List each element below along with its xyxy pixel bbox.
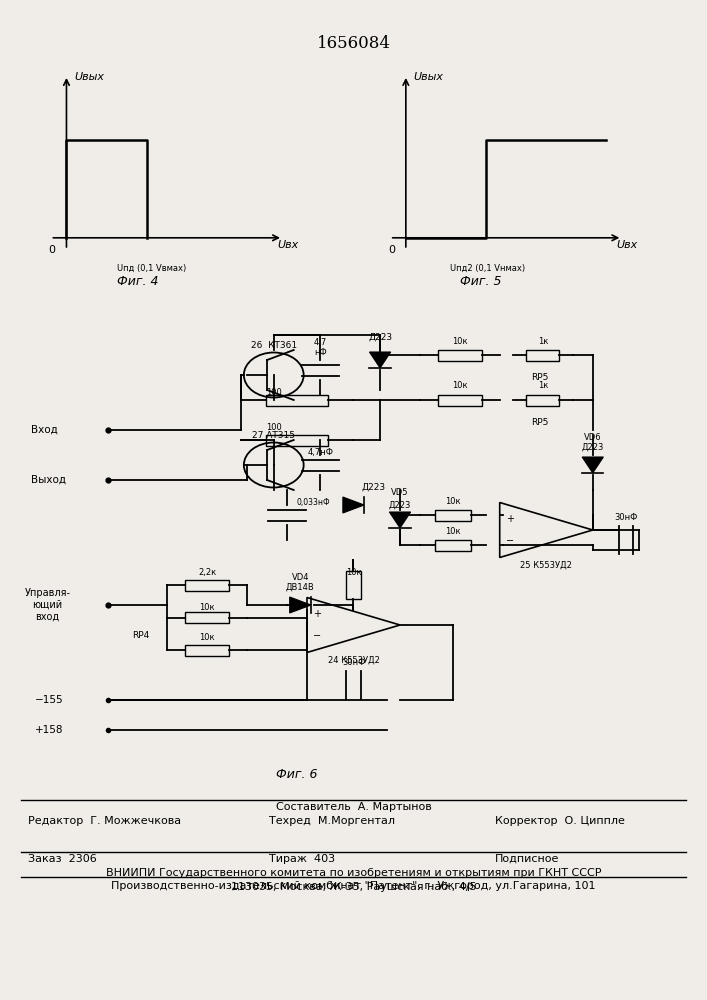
Text: −155: −155 <box>35 695 63 705</box>
Bar <box>438 394 481 406</box>
Text: Фиг. 4: Фиг. 4 <box>117 275 158 288</box>
Text: 1к: 1к <box>538 381 548 390</box>
Text: Д223: Д223 <box>582 443 604 452</box>
Text: Выход: Выход <box>31 475 66 485</box>
Polygon shape <box>343 497 364 513</box>
Bar <box>346 571 361 599</box>
Text: 100: 100 <box>266 423 281 432</box>
Polygon shape <box>390 512 411 528</box>
Bar <box>435 540 472 550</box>
Bar <box>527 350 559 360</box>
Bar <box>185 612 229 623</box>
Text: RP5: RP5 <box>531 373 548 382</box>
Text: Корректор  О. Циппле: Корректор О. Циппле <box>495 816 625 826</box>
Text: Редактор  Г. Можжечкова: Редактор Г. Можжечкова <box>28 816 182 826</box>
Polygon shape <box>290 597 311 613</box>
Text: VD6: VD6 <box>584 433 602 442</box>
Text: 0,033нФ: 0,033нФ <box>297 498 330 507</box>
Text: 0: 0 <box>388 245 395 255</box>
Polygon shape <box>370 352 391 368</box>
Text: 30нФ: 30нФ <box>614 513 638 522</box>
Text: Фиг. 5: Фиг. 5 <box>460 275 501 288</box>
Text: нФ: нФ <box>314 348 327 357</box>
Text: 113035, Москва, Ж-35, Раушская наб., 4/5: 113035, Москва, Ж-35, Раушская наб., 4/5 <box>230 882 477 892</box>
Bar <box>185 645 229 656</box>
Text: 10к: 10к <box>445 526 461 536</box>
Polygon shape <box>582 457 603 473</box>
Text: Заказ  2306: Заказ 2306 <box>28 854 97 864</box>
Text: 10к: 10к <box>452 381 467 390</box>
Text: Составитель  А. Мартынов: Составитель А. Мартынов <box>276 802 431 812</box>
Text: Д223: Д223 <box>368 333 392 342</box>
Text: Техред  М.Моргентал: Техред М.Моргентал <box>269 816 395 826</box>
Text: 10к: 10к <box>346 568 361 577</box>
Text: 1656084: 1656084 <box>317 35 390 52</box>
Text: ВНИИПИ Государственного комитета по изобретениям и открытиям при ГКНТ СССР: ВНИИПИ Государственного комитета по изоб… <box>106 868 601 878</box>
Text: Д223: Д223 <box>361 483 385 492</box>
Text: 26  КТ361: 26 КТ361 <box>251 340 297 350</box>
Text: VD5: VD5 <box>391 488 409 497</box>
Text: Uвх: Uвх <box>617 240 638 250</box>
Text: −: − <box>313 631 321 641</box>
Text: 10к: 10к <box>199 603 215 612</box>
Text: Uвых: Uвых <box>414 72 444 82</box>
Text: Тираж  403: Тираж 403 <box>269 854 335 864</box>
Text: Фиг. 6: Фиг. 6 <box>276 768 317 781</box>
Text: RP4: RP4 <box>132 631 149 640</box>
Text: Uпд2 (0,1 Vнмах): Uпд2 (0,1 Vнмах) <box>450 264 525 273</box>
Bar <box>185 580 229 590</box>
Text: Управля-
ющий
вход: Управля- ющий вход <box>25 588 71 622</box>
Bar <box>527 394 559 406</box>
Text: 4,7: 4,7 <box>314 338 327 347</box>
Text: Uпд (0,1 Vвмах): Uпд (0,1 Vвмах) <box>117 264 186 273</box>
Text: ДВ14В: ДВ14В <box>286 583 315 592</box>
Bar <box>266 434 328 446</box>
Text: RP5: RP5 <box>531 418 548 427</box>
Text: +: + <box>506 514 514 524</box>
Text: 30нФ: 30нФ <box>341 658 366 667</box>
Text: 0: 0 <box>49 245 55 255</box>
Text: Uвых: Uвых <box>74 72 105 82</box>
Text: 25 К553УД2: 25 К553УД2 <box>520 560 572 570</box>
Text: 24 К553УД2: 24 К553УД2 <box>327 656 380 664</box>
Text: 10к: 10к <box>452 336 467 346</box>
Text: 4,7нФ: 4,7нФ <box>308 448 333 457</box>
Text: 1к: 1к <box>538 336 548 346</box>
Text: 100: 100 <box>266 388 281 397</box>
Text: −: − <box>506 536 514 546</box>
Bar <box>438 350 481 360</box>
Bar <box>435 510 472 520</box>
Text: 10к: 10к <box>445 496 461 506</box>
Text: Производственно-издательский комбинат "Патент", г. Ужгород, ул.Гагарина, 101: Производственно-издательский комбинат "П… <box>111 881 596 891</box>
Text: Uвх: Uвх <box>277 240 298 250</box>
Text: VD4: VD4 <box>291 573 309 582</box>
Text: +158: +158 <box>35 725 63 735</box>
Text: Вход: Вход <box>31 425 58 435</box>
Text: Д223: Д223 <box>389 500 411 510</box>
Text: 27 АТ315: 27 АТ315 <box>252 430 296 440</box>
Text: 10к: 10к <box>199 633 215 642</box>
Text: +: + <box>313 609 321 619</box>
Text: 2,2к: 2,2к <box>198 568 216 577</box>
Text: Подписное: Подписное <box>495 854 559 864</box>
Bar <box>266 394 328 406</box>
